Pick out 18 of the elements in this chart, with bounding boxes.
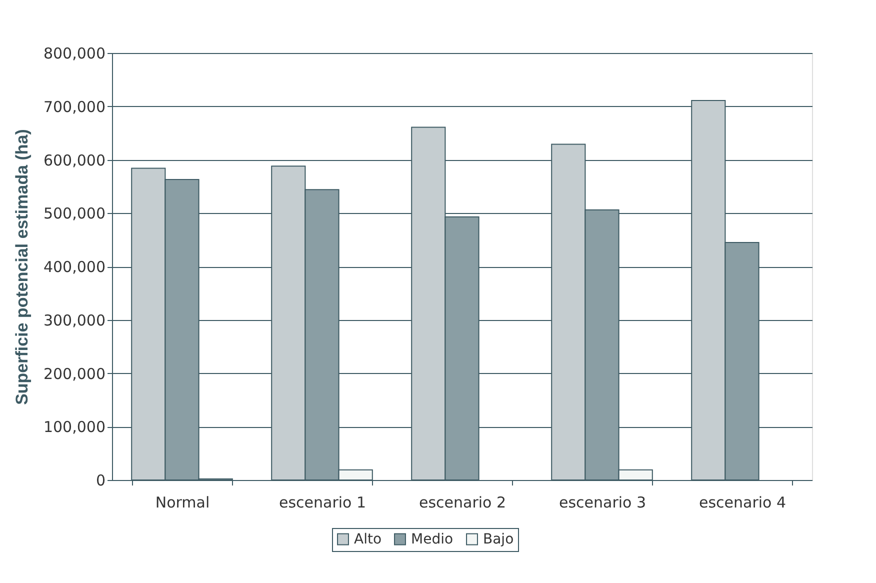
y-tick-label: 300,000	[43, 311, 106, 330]
legend-label: Alto	[354, 531, 382, 548]
y-tick-label: 500,000	[43, 204, 106, 223]
y-tick-label: 400,000	[43, 258, 106, 276]
x-tick-label: escenario 2	[418, 494, 506, 512]
x-tick-label: Normal	[155, 494, 210, 512]
y-tick-label: 100,000	[43, 418, 106, 436]
x-tick-label: escenario 4	[698, 494, 786, 512]
y-tick-label: 200,000	[43, 364, 106, 383]
y-tick-label: 0	[96, 472, 106, 490]
legend-label: Medio	[411, 531, 454, 548]
y-axis-title: Superficie potencial estimada (ha)	[12, 129, 32, 405]
y-tick-label: 700,000	[43, 98, 106, 116]
y-tick-label: 600,000	[43, 151, 106, 170]
legend-label: Bajo	[483, 531, 514, 548]
x-tick-label: escenario 3	[558, 494, 646, 512]
x-tick-label: escenario 1	[278, 494, 366, 512]
y-tick-label: 800,000	[43, 44, 106, 62]
